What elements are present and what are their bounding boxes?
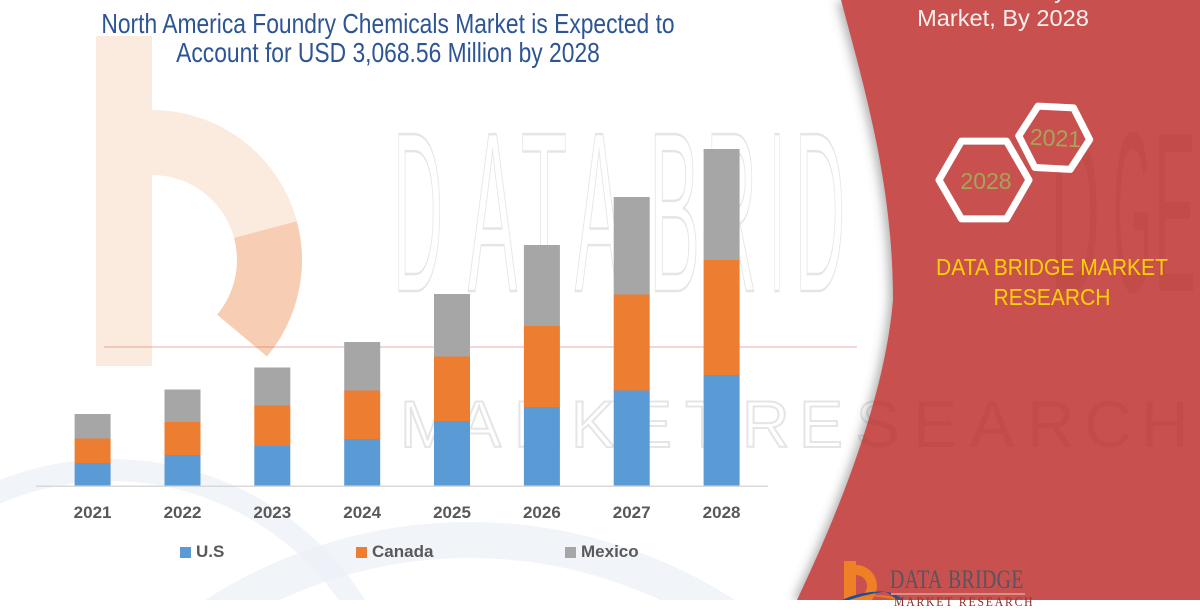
- svg-text:T: T: [521, 86, 567, 340]
- svg-text:G: G: [1113, 86, 1152, 340]
- svg-text:2028: 2028: [960, 168, 1011, 194]
- svg-text:D: D: [795, 86, 845, 340]
- svg-text:A: A: [468, 86, 517, 340]
- svg-text:2021: 2021: [1029, 124, 1081, 153]
- svg-text:I: I: [770, 86, 784, 340]
- svg-text:B: B: [649, 86, 700, 340]
- svg-text:E: E: [1154, 86, 1196, 340]
